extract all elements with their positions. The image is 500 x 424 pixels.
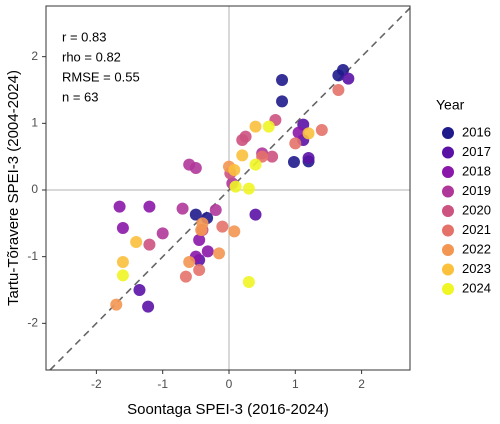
point [116,269,129,282]
point [156,227,169,240]
point [342,72,355,85]
point [228,225,241,238]
legend-swatch [442,127,454,139]
legend-label: 2017 [462,144,491,159]
point [176,202,189,215]
y-tick-label: 0 [31,182,38,196]
point [276,95,289,108]
y-tick-label: 2 [31,49,38,63]
point [216,220,229,233]
point [229,180,242,193]
point [276,74,289,86]
x-tick-label: -1 [157,377,168,391]
legend-label: 2022 [462,241,491,256]
legend-swatch [442,146,454,159]
point [289,137,302,150]
annotation: rho = 0.82 [62,49,121,64]
legend-label: 2023 [462,261,491,276]
point [179,270,192,283]
point [110,298,123,311]
plot-border [45,5,411,371]
legend-label: 2018 [462,163,491,178]
legend-label: 2024 [462,280,491,295]
point [239,130,252,143]
legend-swatch [442,185,454,198]
annotation: r = 0.83 [62,29,106,44]
point [302,127,315,140]
point [292,126,305,139]
point [209,204,222,216]
annotation: n = 63 [62,89,99,104]
legend-label: 2021 [462,222,491,237]
point [242,182,255,195]
point [228,164,241,176]
point [189,208,202,221]
point [193,264,206,276]
legend-label: 2016 [462,124,491,139]
identity-line [49,7,411,371]
point [249,208,262,221]
point [242,276,255,288]
plot-background [46,6,410,370]
point [262,120,275,133]
legend-swatch [442,283,454,295]
point [143,238,156,251]
point [332,84,345,96]
point [302,152,315,164]
point [315,124,328,136]
point [337,64,350,76]
x-tick-label: 1 [292,377,299,391]
legend-swatch [442,224,454,237]
point [201,245,214,258]
legend-label: 2020 [462,202,491,217]
legend-swatch [442,244,454,256]
point [116,256,129,268]
point [142,300,155,313]
legend-title: Year [436,97,465,113]
point [193,234,206,246]
point [249,120,262,133]
x-tick-label: 0 [226,377,233,391]
annotation: RMSE = 0.55 [62,69,140,84]
x-tick-label: 2 [358,377,365,391]
y-tick-label: 1 [31,116,38,130]
point [249,158,262,171]
point [266,150,279,163]
point [143,200,156,213]
legend-swatch [442,263,454,276]
point [195,224,208,236]
point [113,200,126,213]
point [256,150,269,163]
point [183,256,196,268]
y-axis-title: Tartu-Tõravere SPEI-3 (2004-2024) [5,70,22,306]
legend-label: 2019 [462,183,491,198]
point [130,236,143,248]
point [116,222,129,234]
point [236,149,249,162]
point [287,156,300,168]
legend-swatch [442,166,454,178]
point [213,247,226,260]
point [133,284,146,296]
x-axis-title: Soontaga SPEI-3 (2016-2024) [127,401,329,418]
x-tick-label: -2 [91,377,102,391]
y-tick-label: -1 [27,249,38,263]
legend-swatch [442,205,454,217]
point [189,162,202,174]
y-tick-label: -2 [27,316,38,330]
